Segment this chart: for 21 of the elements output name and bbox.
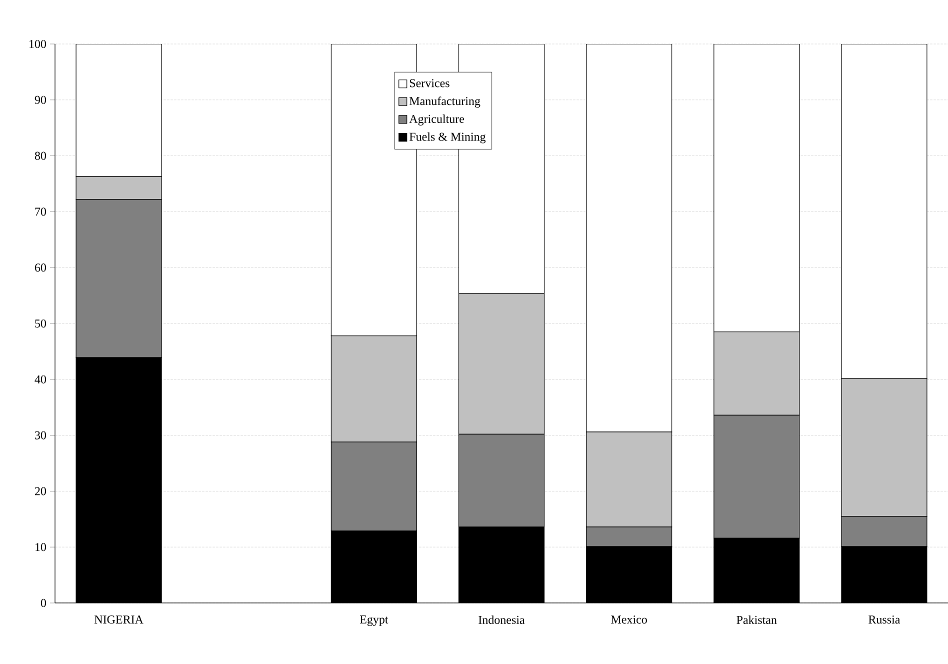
legend-label: Fuels & Mining: [409, 132, 486, 144]
legend-label: Agriculture: [409, 114, 464, 126]
y-tick-label: 40: [34, 375, 46, 384]
y-tick-label: 90: [34, 96, 46, 104]
y-tick-label: 70: [35, 208, 46, 216]
y-tick-label: 30: [35, 431, 46, 440]
y-tick-label: 0: [40, 598, 46, 608]
y-tick-label: 80: [34, 152, 46, 160]
x-tick-label: NIGERIA: [94, 616, 144, 624]
y-tick-label: 100: [30, 40, 46, 48]
legend-label: Services: [410, 79, 450, 88]
y-tick-label: 50: [35, 319, 46, 328]
legend-label: Manufacturing: [409, 96, 480, 108]
x-tick-label: Egypt: [360, 616, 388, 626]
y-tick-label: 10: [36, 543, 46, 552]
y-tick-label: 20: [35, 487, 46, 496]
x-tick-label: Pakistan: [736, 616, 777, 624]
x-tick-label: Mexico: [611, 616, 647, 624]
y-tick-label: 60: [34, 264, 46, 272]
x-tick-label: Indonesia: [478, 616, 525, 624]
x-tick-label: Russia: [868, 616, 900, 624]
